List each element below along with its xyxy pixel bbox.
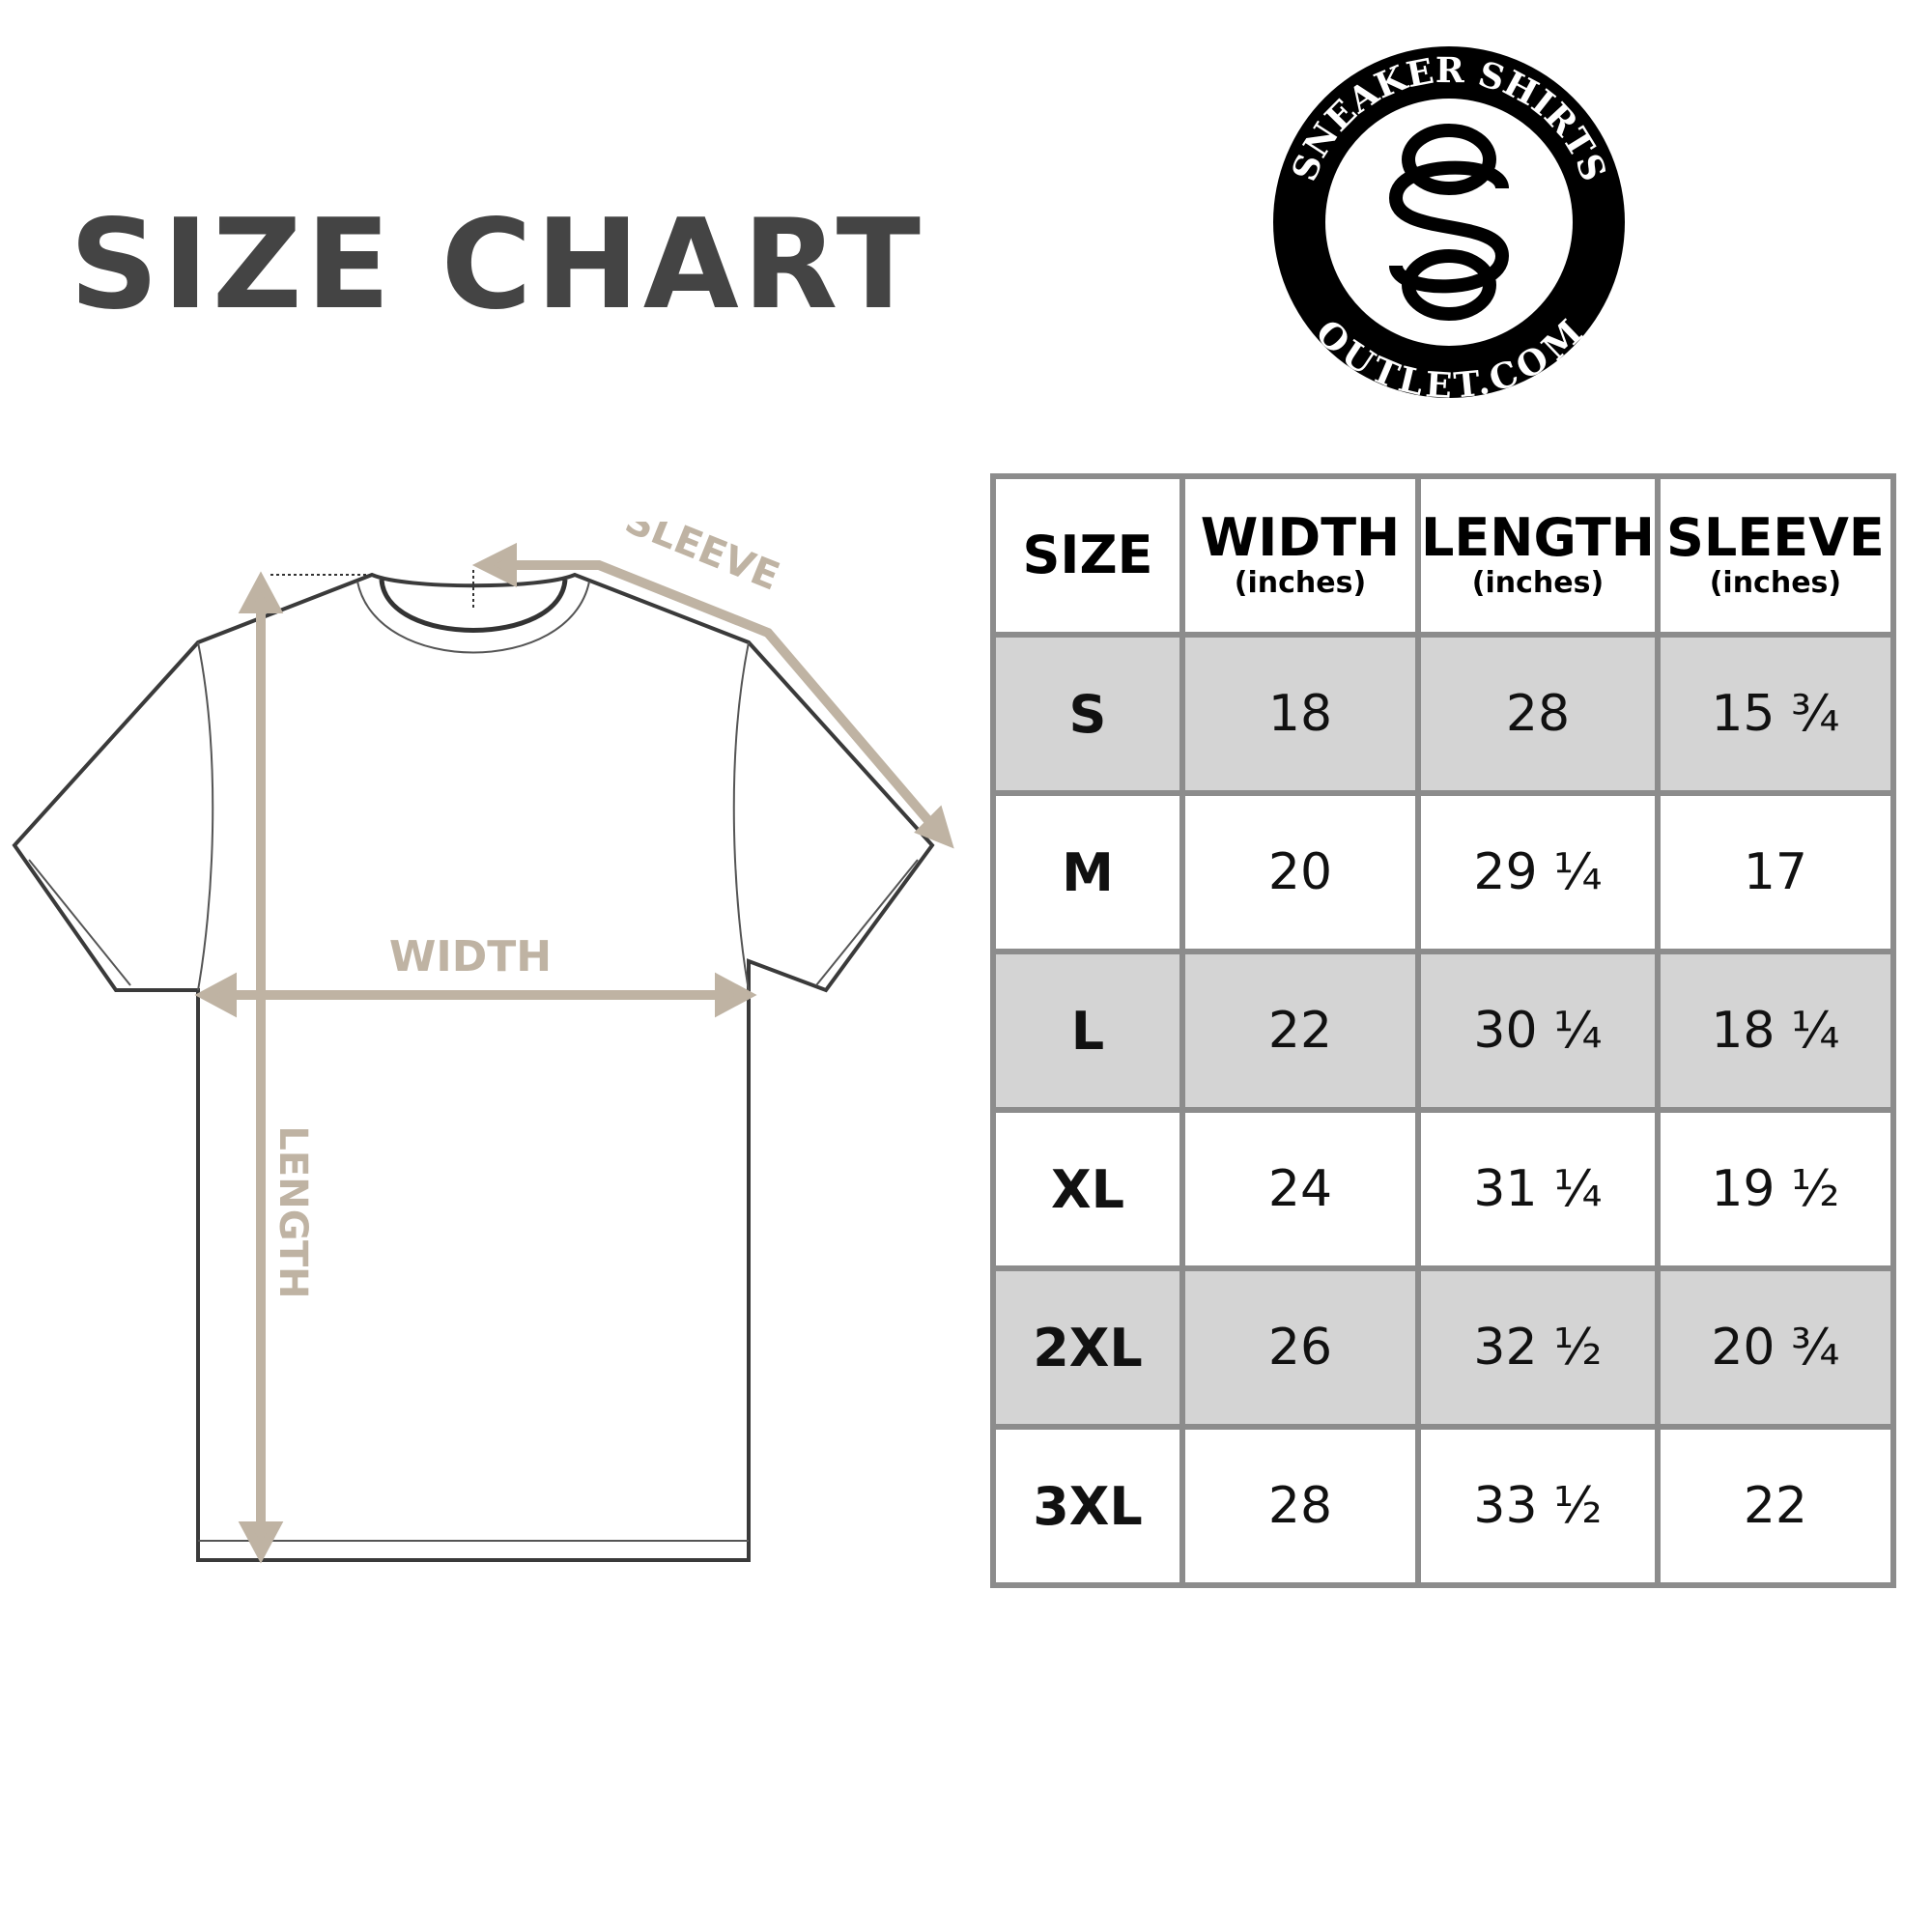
size-cell: L	[990, 949, 1185, 1113]
length-cell: 29 ¼	[1415, 790, 1661, 954]
tshirt-diagram: WIDTH LENGTH SLEEVE	[12, 522, 954, 1564]
size-cell: M	[990, 790, 1185, 954]
width-cell: 26	[1179, 1265, 1421, 1430]
sleeve-cell: 15 ¾	[1654, 632, 1896, 796]
sleeve-cell: 17	[1654, 790, 1896, 954]
header-sleeve: SLEEVE (inches)	[1654, 473, 1896, 638]
table-row: M 20 29 ¼ 17	[990, 790, 1896, 954]
sleeve-cell: 18 ¼	[1654, 949, 1896, 1113]
size-cell: S	[990, 632, 1185, 796]
size-cell: XL	[990, 1107, 1185, 1271]
table-header-row: SIZE WIDTH (inches) LENGTH (inches) SLEEVE…	[990, 473, 1896, 638]
width-cell: 22	[1179, 949, 1421, 1113]
measure-arrows	[194, 542, 954, 1564]
table-row: 3XL 28 33 ½ 22	[990, 1424, 1896, 1588]
sleeve-cell: 20 ¾	[1654, 1265, 1896, 1430]
table-row: XL 24 31 ¼ 19 ½	[990, 1107, 1896, 1271]
header-length: LENGTH (inches)	[1415, 473, 1661, 638]
tshirt-outline	[12, 572, 935, 1562]
header-size: SIZE	[990, 473, 1185, 638]
table-row: S 18 28 15 ¾	[990, 632, 1896, 796]
table-row: 2XL 26 32 ½ 20 ¾	[990, 1265, 1896, 1430]
size-cell: 2XL	[990, 1265, 1185, 1430]
length-cell: 33 ½	[1415, 1424, 1661, 1588]
header-width: WIDTH (inches)	[1179, 473, 1421, 638]
length-cell: 30 ¼	[1415, 949, 1661, 1113]
sleeve-cell: 22	[1654, 1424, 1896, 1588]
length-cell: 31 ¼	[1415, 1107, 1661, 1271]
page-title: SIZE CHART	[70, 193, 924, 337]
length-cell: 32 ½	[1415, 1265, 1661, 1430]
width-cell: 18	[1179, 632, 1421, 796]
length-label: LENGTH	[270, 1125, 315, 1298]
width-cell: 20	[1179, 790, 1421, 954]
width-cell: 24	[1179, 1107, 1421, 1271]
length-cell: 28	[1415, 632, 1661, 796]
table-row: L 22 30 ¼ 18 ¼	[990, 949, 1896, 1113]
size-cell: 3XL	[990, 1424, 1185, 1588]
size-table: SIZE WIDTH (inches) LENGTH (inches) SLEEVE…	[990, 473, 1896, 1588]
sleeve-cell: 19 ½	[1654, 1107, 1896, 1271]
width-cell: 28	[1179, 1424, 1421, 1588]
width-label: WIDTH	[389, 932, 552, 981]
brand-logo: SNEAKER SHIRTS OUTLET.COM	[1273, 46, 1625, 401]
